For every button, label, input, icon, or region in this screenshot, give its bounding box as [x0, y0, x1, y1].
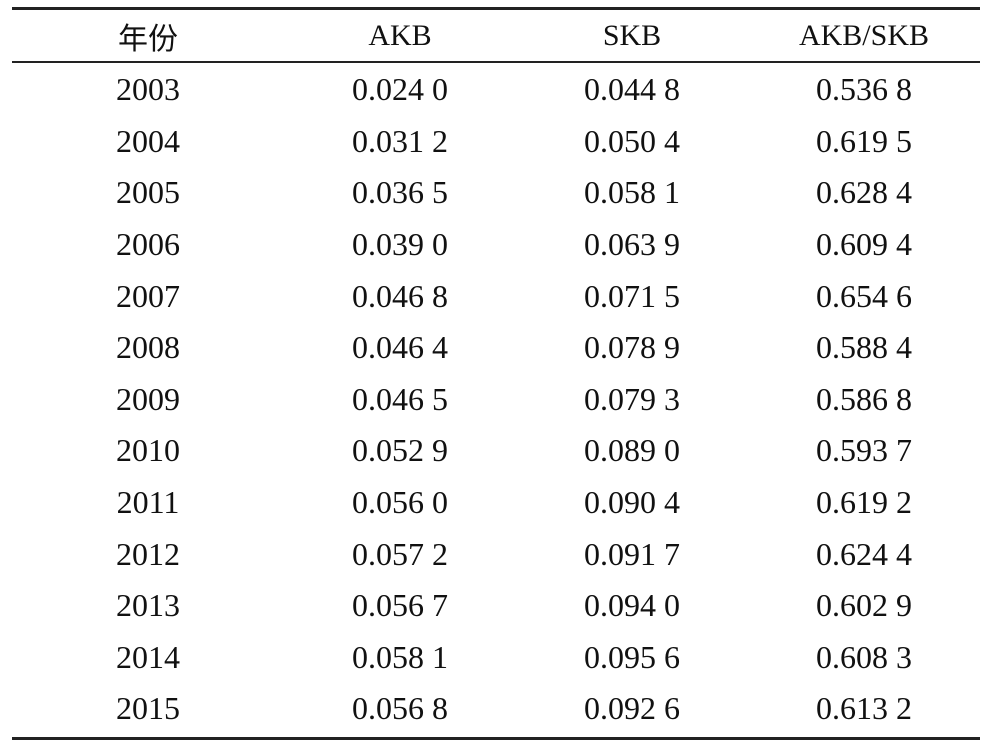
table-row: 2004 0.031 2 0.050 4 0.619 5 [12, 116, 980, 168]
skb-cell: 0.089 0 [584, 432, 680, 469]
ratio-cell: 0.619 2 [816, 484, 912, 521]
ratio-cell: 0.613 2 [816, 690, 912, 727]
year-cell: 2004 [116, 122, 180, 159]
table-row: 2012 0.057 2 0.091 7 0.624 4 [12, 528, 980, 580]
year-cell: 2003 [116, 71, 180, 108]
table-row: 2010 0.052 9 0.089 0 0.593 7 [12, 425, 980, 477]
skb-cell: 0.092 6 [584, 690, 680, 727]
ratio-cell: 0.593 7 [816, 432, 912, 469]
ratio-cell: 0.619 5 [816, 122, 912, 159]
akb-cell: 0.057 2 [352, 535, 448, 572]
skb-cell: 0.090 4 [584, 484, 680, 521]
skb-cell: 0.044 8 [584, 71, 680, 108]
header-akb: AKB [368, 18, 432, 52]
ratio-cell: 0.588 4 [816, 329, 912, 366]
year-cell: 2007 [116, 277, 180, 314]
akb-cell: 0.056 7 [352, 587, 448, 624]
header-skb: SKB [602, 18, 662, 52]
akb-cell: 0.036 5 [352, 174, 448, 211]
akb-cell: 0.046 4 [352, 329, 448, 366]
akb-cell: 0.046 5 [352, 380, 448, 417]
year-cell: 2012 [116, 535, 180, 572]
skb-cell: 0.079 3 [584, 380, 680, 417]
table-row: 2014 0.058 1 0.095 6 0.608 3 [12, 632, 980, 684]
ratio-cell: 0.628 4 [816, 174, 912, 211]
ratio-cell: 0.624 4 [816, 535, 912, 572]
skb-cell: 0.078 9 [584, 329, 680, 366]
header-rule [12, 61, 980, 63]
akb-cell: 0.056 8 [352, 690, 448, 727]
year-cell: 2006 [116, 226, 180, 263]
skb-cell: 0.094 0 [584, 587, 680, 624]
year-cell: 2013 [116, 587, 180, 624]
akb-cell: 0.031 2 [352, 122, 448, 159]
header-akb-skb-ratio: AKB/SKB [798, 18, 930, 52]
top-rule [12, 7, 980, 10]
ratio-cell: 0.586 8 [816, 380, 912, 417]
header-year: 年份 [118, 22, 178, 56]
table-row: 2005 0.036 5 0.058 1 0.628 4 [12, 167, 980, 219]
table-row: 2008 0.046 4 0.078 9 0.588 4 [12, 322, 980, 374]
skb-cell: 0.050 4 [584, 122, 680, 159]
skb-cell: 0.063 9 [584, 226, 680, 263]
akb-cell: 0.046 8 [352, 277, 448, 314]
data-table: 年份 AKB SKB AKB/SKB 2003 0.024 0 0.044 8 0.5… [12, 7, 980, 740]
akb-cell: 0.039 0 [352, 226, 448, 263]
year-cell: 2008 [116, 329, 180, 366]
table-row: 2003 0.024 0 0.044 8 0.536 8 [12, 64, 980, 116]
table-row: 2011 0.056 0 0.090 4 0.619 2 [12, 477, 980, 529]
skb-cell: 0.058 1 [584, 174, 680, 211]
table-row: 2007 0.046 8 0.071 5 0.654 6 [12, 270, 980, 322]
table-row: 2015 0.056 8 0.092 6 0.613 2 [12, 683, 980, 735]
akb-cell: 0.024 0 [352, 71, 448, 108]
skb-cell: 0.095 6 [584, 638, 680, 675]
akb-cell: 0.056 0 [352, 484, 448, 521]
table-row: 2009 0.046 5 0.079 3 0.586 8 [12, 374, 980, 426]
year-cell: 2011 [116, 484, 180, 521]
ratio-cell: 0.536 8 [816, 71, 912, 108]
year-cell: 2015 [116, 690, 180, 727]
table-row: 2006 0.039 0 0.063 9 0.609 4 [12, 219, 980, 271]
skb-cell: 0.071 5 [584, 277, 680, 314]
year-cell: 2010 [116, 432, 180, 469]
table-body: 2003 0.024 0 0.044 8 0.536 8 2004 0.031 2 0.05… [12, 63, 980, 737]
table-header-row: 年份 AKB SKB AKB/SKB [12, 10, 980, 61]
year-cell: 2005 [116, 174, 180, 211]
skb-cell: 0.091 7 [584, 535, 680, 572]
year-cell: 2014 [116, 638, 180, 675]
akb-cell: 0.058 1 [352, 638, 448, 675]
ratio-cell: 0.608 3 [816, 638, 912, 675]
year-cell: 2009 [116, 380, 180, 417]
ratio-cell: 0.609 4 [816, 226, 912, 263]
akb-cell: 0.052 9 [352, 432, 448, 469]
table-row: 2013 0.056 7 0.094 0 0.602 9 [12, 580, 980, 632]
bottom-rule [12, 736, 980, 740]
ratio-cell: 0.602 9 [816, 587, 912, 624]
ratio-cell: 0.654 6 [816, 277, 912, 314]
